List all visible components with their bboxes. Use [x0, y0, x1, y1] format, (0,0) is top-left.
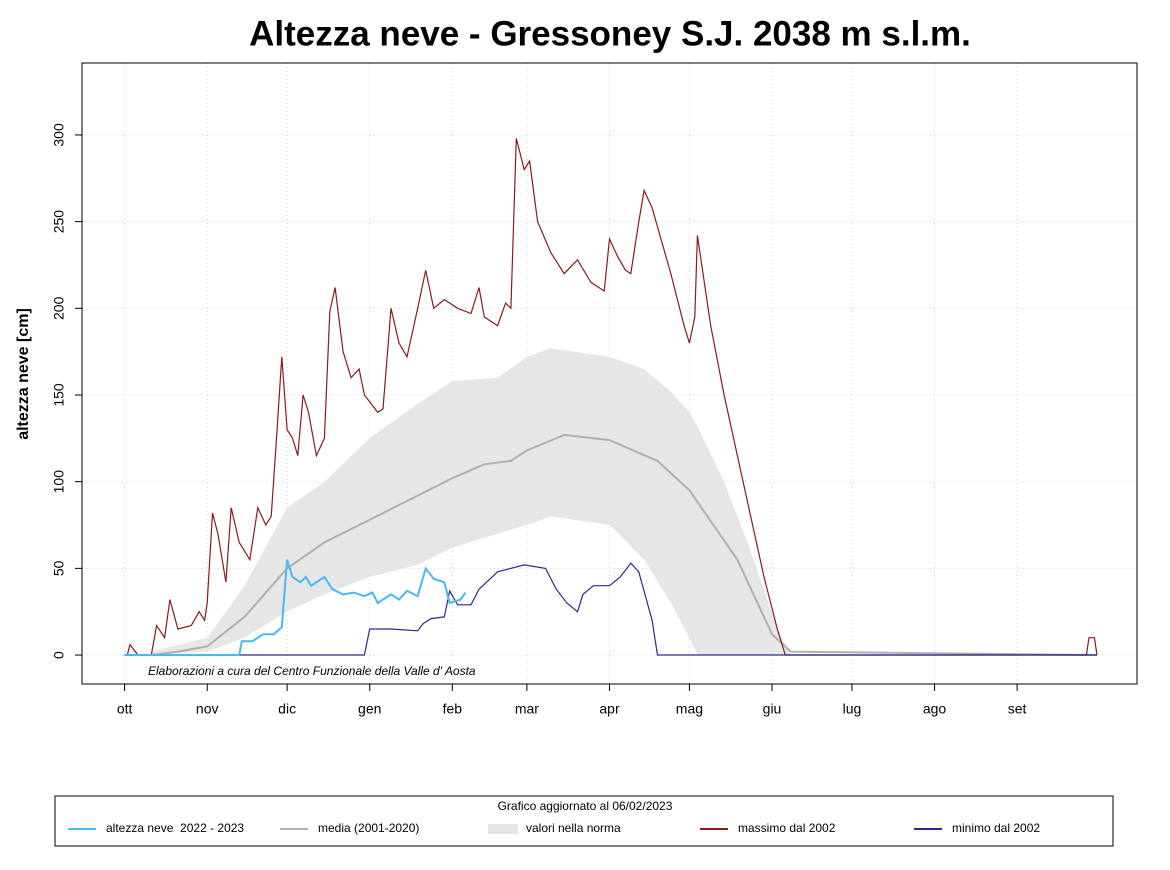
x-tick-label: ott: [117, 701, 133, 717]
series-line: [124, 559, 467, 656]
y-axis-label: altezza neve [cm]: [15, 308, 32, 440]
legend-label: massimo dal 2002: [738, 821, 836, 835]
legend-title: Grafico aggiornato al 06/02/2023: [498, 799, 673, 813]
y-tick-label: 150: [51, 383, 67, 407]
legend-box: [54, 795, 1114, 847]
y-tick-label: 300: [51, 123, 67, 147]
legend-label: valori nella norma: [526, 821, 621, 835]
series-line: [124, 433, 1098, 656]
y-tick-label: 200: [51, 296, 67, 320]
band-area: [151, 348, 791, 655]
x-tick-label: giu: [763, 701, 782, 717]
series-line: [124, 138, 1098, 656]
legend-label: media (2001-2020): [318, 821, 419, 835]
y-tick-label: 250: [51, 210, 67, 234]
x-tick-label: ago: [923, 701, 947, 717]
x-tick-label: mag: [676, 701, 703, 717]
legend-label: minimo dal 2002: [952, 821, 1040, 835]
x-tick-label: gen: [358, 701, 381, 717]
annotation: Elaborazioni a cura del Centro Funzional…: [148, 664, 476, 678]
x-tick-label: set: [1008, 701, 1027, 717]
x-tick-label: lug: [843, 701, 862, 717]
x-tick-label: apr: [599, 701, 620, 717]
legend-label: altezza neve 2022 - 2023: [106, 821, 244, 835]
y-tick-label: 100: [51, 470, 67, 494]
x-tick-label: dic: [278, 701, 296, 717]
x-tick-label: nov: [196, 701, 219, 717]
chart-title: Altezza neve - Gressoney S.J. 2038 m s.l…: [249, 14, 971, 53]
x-tick-label: mar: [515, 701, 539, 717]
plot-frame: [81, 62, 1138, 685]
series-line: [124, 562, 1097, 656]
y-tick-label: 0: [51, 651, 67, 659]
x-tick-label: feb: [443, 701, 463, 717]
y-tick-label: 50: [51, 560, 67, 576]
